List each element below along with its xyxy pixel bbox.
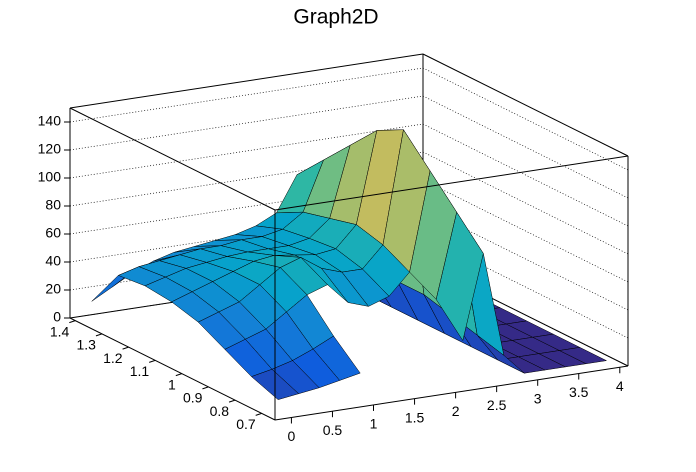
x-axis <box>274 365 629 421</box>
y-tick-label: 0.8 <box>210 403 230 419</box>
x-tick-label: 4 <box>616 378 624 394</box>
z-tick-label: 140 <box>38 113 62 129</box>
box-edge <box>422 53 629 157</box>
y-axis <box>69 317 276 421</box>
y-tick-label: 1 <box>168 376 176 392</box>
x-tick-label: 0.5 <box>323 422 343 438</box>
z-tick-label: 40 <box>45 253 61 269</box>
x-tick-label: 0 <box>288 428 296 444</box>
surface-cell <box>435 211 484 342</box>
z-tick-label: 80 <box>45 197 61 213</box>
x-tick-label: 2 <box>452 403 460 419</box>
y-tick <box>69 320 76 324</box>
x-tick-label: 3 <box>534 391 542 407</box>
x-tick-label: 3.5 <box>569 384 589 400</box>
box-edge <box>69 107 276 211</box>
x-tick-label: 1.5 <box>405 409 425 425</box>
chart-title: Graph2D <box>293 6 378 29</box>
y-tick <box>255 412 262 416</box>
y-tick-label: 1.1 <box>130 363 150 379</box>
y-tick <box>202 386 209 390</box>
y-tick <box>95 333 103 337</box>
z-tick-label: 0 <box>53 309 61 325</box>
z-tick-label: 120 <box>38 141 62 157</box>
y-tick <box>149 359 156 363</box>
box-edge <box>274 155 629 211</box>
x-tick-label: 1 <box>370 416 378 432</box>
y-tick-label: 0.9 <box>183 390 203 406</box>
z-tick-label: 100 <box>38 169 62 185</box>
z-tick-label: 20 <box>45 281 61 297</box>
y-tick-label: 0.7 <box>236 416 256 432</box>
y-tick-label: 1.2 <box>103 350 123 366</box>
y-tick <box>228 399 236 403</box>
x-tick-label: 2.5 <box>487 397 507 413</box>
y-tick-label: 1.4 <box>50 323 70 339</box>
box-edge <box>69 53 424 109</box>
y-tick-label: 1.3 <box>76 337 96 353</box>
y-tick <box>175 373 182 377</box>
y-tick <box>122 346 129 350</box>
z-tick-label: 60 <box>45 225 61 241</box>
